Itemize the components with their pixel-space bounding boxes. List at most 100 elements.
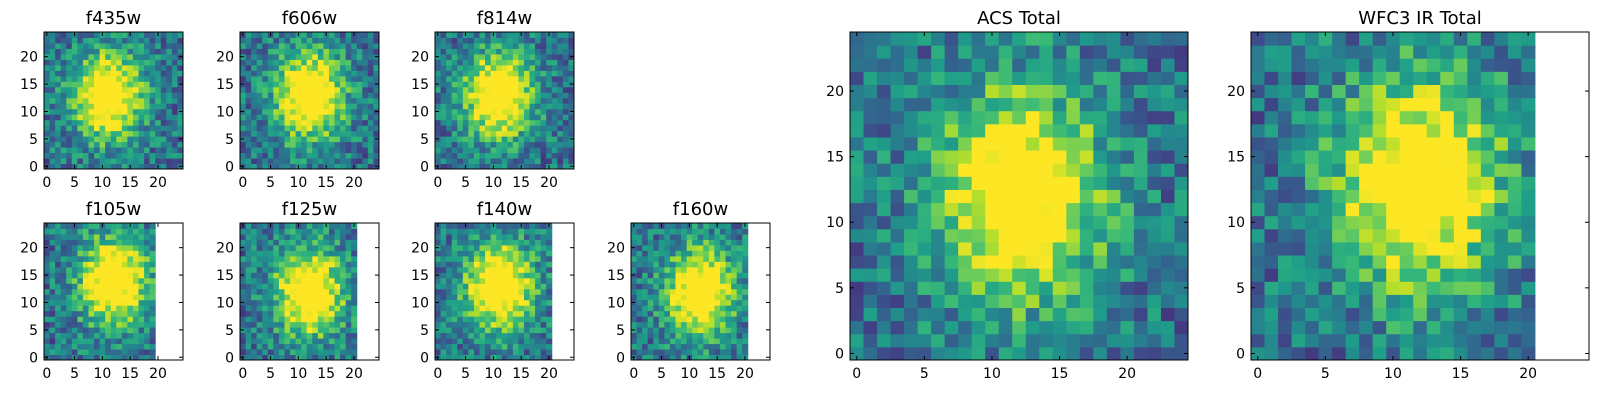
heatmap-cell [850, 58, 865, 72]
heatmap-cell [60, 321, 67, 328]
heatmap-cell [562, 114, 569, 121]
heatmap-cell [642, 349, 649, 356]
heatmap-cell [127, 114, 134, 121]
heatmap-cell [501, 97, 508, 104]
heatmap-cell [971, 241, 986, 256]
heatmap-cell [55, 48, 62, 55]
heatmap-cell [931, 32, 946, 46]
heatmap-cell [49, 244, 56, 251]
heatmap-cell [66, 338, 73, 345]
heatmap-cell [562, 92, 569, 99]
heatmap-cell [642, 233, 649, 240]
heatmap-cell [485, 349, 492, 356]
heatmap-cell [451, 158, 458, 165]
heatmap-cell [446, 108, 453, 115]
heatmap-cell [446, 310, 453, 317]
heatmap-cell [66, 288, 73, 295]
heatmap-cell [356, 108, 363, 115]
heatmap-cell [312, 338, 319, 345]
heatmap-cell [1039, 268, 1054, 282]
heatmap-cell [518, 152, 525, 159]
heatmap-cell [529, 152, 536, 159]
heatmap-cell [435, 277, 442, 284]
heatmap-cell [890, 176, 905, 190]
heatmap-cell [273, 81, 280, 88]
heatmap-cell [105, 86, 112, 93]
heatmap-cell [636, 233, 643, 240]
heatmap-cell [116, 37, 123, 44]
heatmap-cell [1147, 123, 1162, 138]
heatmap-cell [731, 250, 738, 257]
heatmap-cell [367, 114, 374, 121]
heatmap-cell [328, 321, 336, 328]
heatmap-cell [44, 305, 51, 312]
heatmap-cell [77, 310, 84, 317]
heatmap-cell [681, 255, 688, 262]
heatmap-cell [1133, 163, 1148, 177]
heatmap-cell [66, 223, 73, 229]
heatmap-cell [1052, 97, 1067, 112]
heatmap-cell [301, 75, 308, 82]
heatmap-cell [971, 333, 986, 348]
heatmap-cell [507, 70, 514, 77]
heatmap-cell [446, 321, 453, 328]
heatmap-cell [473, 321, 480, 328]
heatmap-cell [1147, 110, 1162, 125]
heatmap-cell [1052, 150, 1067, 164]
heatmap-cell [88, 288, 95, 295]
heatmap-cell [82, 59, 89, 66]
heatmap-cell [301, 163, 308, 170]
heatmap-cell [345, 277, 352, 284]
heatmap-cell [94, 59, 101, 66]
heatmap-cell [1093, 110, 1108, 125]
heatmap-cell [60, 158, 67, 165]
heatmap-cell [1494, 320, 1509, 335]
heatmap-cell [1160, 84, 1175, 99]
heatmap-cell [49, 294, 56, 301]
heatmap-cell [551, 130, 558, 137]
heatmap-cell [144, 255, 151, 262]
heatmap-cell [1413, 320, 1428, 335]
heatmap-cell [99, 233, 106, 240]
heatmap-cell [328, 48, 336, 55]
heatmap-cell [518, 37, 525, 44]
heatmap-cell [540, 343, 547, 350]
panel-title: f105w [86, 199, 141, 220]
heatmap-cell [71, 152, 78, 159]
heatmap-cell [1106, 110, 1121, 125]
heatmap-cell [55, 163, 62, 170]
heatmap-cell [501, 152, 508, 159]
heatmap-cell [278, 114, 285, 121]
heatmap-cell [479, 147, 486, 154]
heatmap-cell [1052, 189, 1067, 204]
heatmap-cell [485, 125, 492, 132]
heatmap-cell [631, 310, 638, 317]
heatmap-cell [345, 103, 352, 110]
heatmap-cell [686, 294, 693, 301]
heatmap-cell [653, 266, 660, 273]
heatmap-cell [245, 125, 252, 132]
heatmap-cell [345, 48, 352, 55]
heatmap-cell [267, 75, 274, 82]
heatmap-cell [697, 305, 704, 312]
x-tick-label: 15 [317, 366, 335, 382]
heatmap-cell [697, 288, 704, 295]
heatmap-cell [1012, 97, 1027, 112]
heatmap-cell [562, 108, 569, 115]
heatmap-cell [681, 321, 688, 328]
heatmap-cell [669, 239, 676, 246]
heatmap-cell [1093, 307, 1108, 322]
heatmap-cell [490, 70, 497, 77]
heatmap-cell [284, 244, 291, 251]
heatmap-cell [1025, 58, 1040, 72]
heatmap-cell [82, 223, 89, 229]
heatmap-cell [121, 233, 128, 240]
heatmap-cell [742, 255, 749, 262]
heatmap-cell [144, 266, 151, 273]
heatmap-cell [725, 316, 732, 323]
heatmap-cell [877, 150, 892, 164]
heatmap-cell [171, 108, 178, 115]
heatmap-cell [1079, 58, 1094, 72]
heatmap-cell [251, 42, 258, 49]
heatmap-cell [138, 103, 145, 110]
